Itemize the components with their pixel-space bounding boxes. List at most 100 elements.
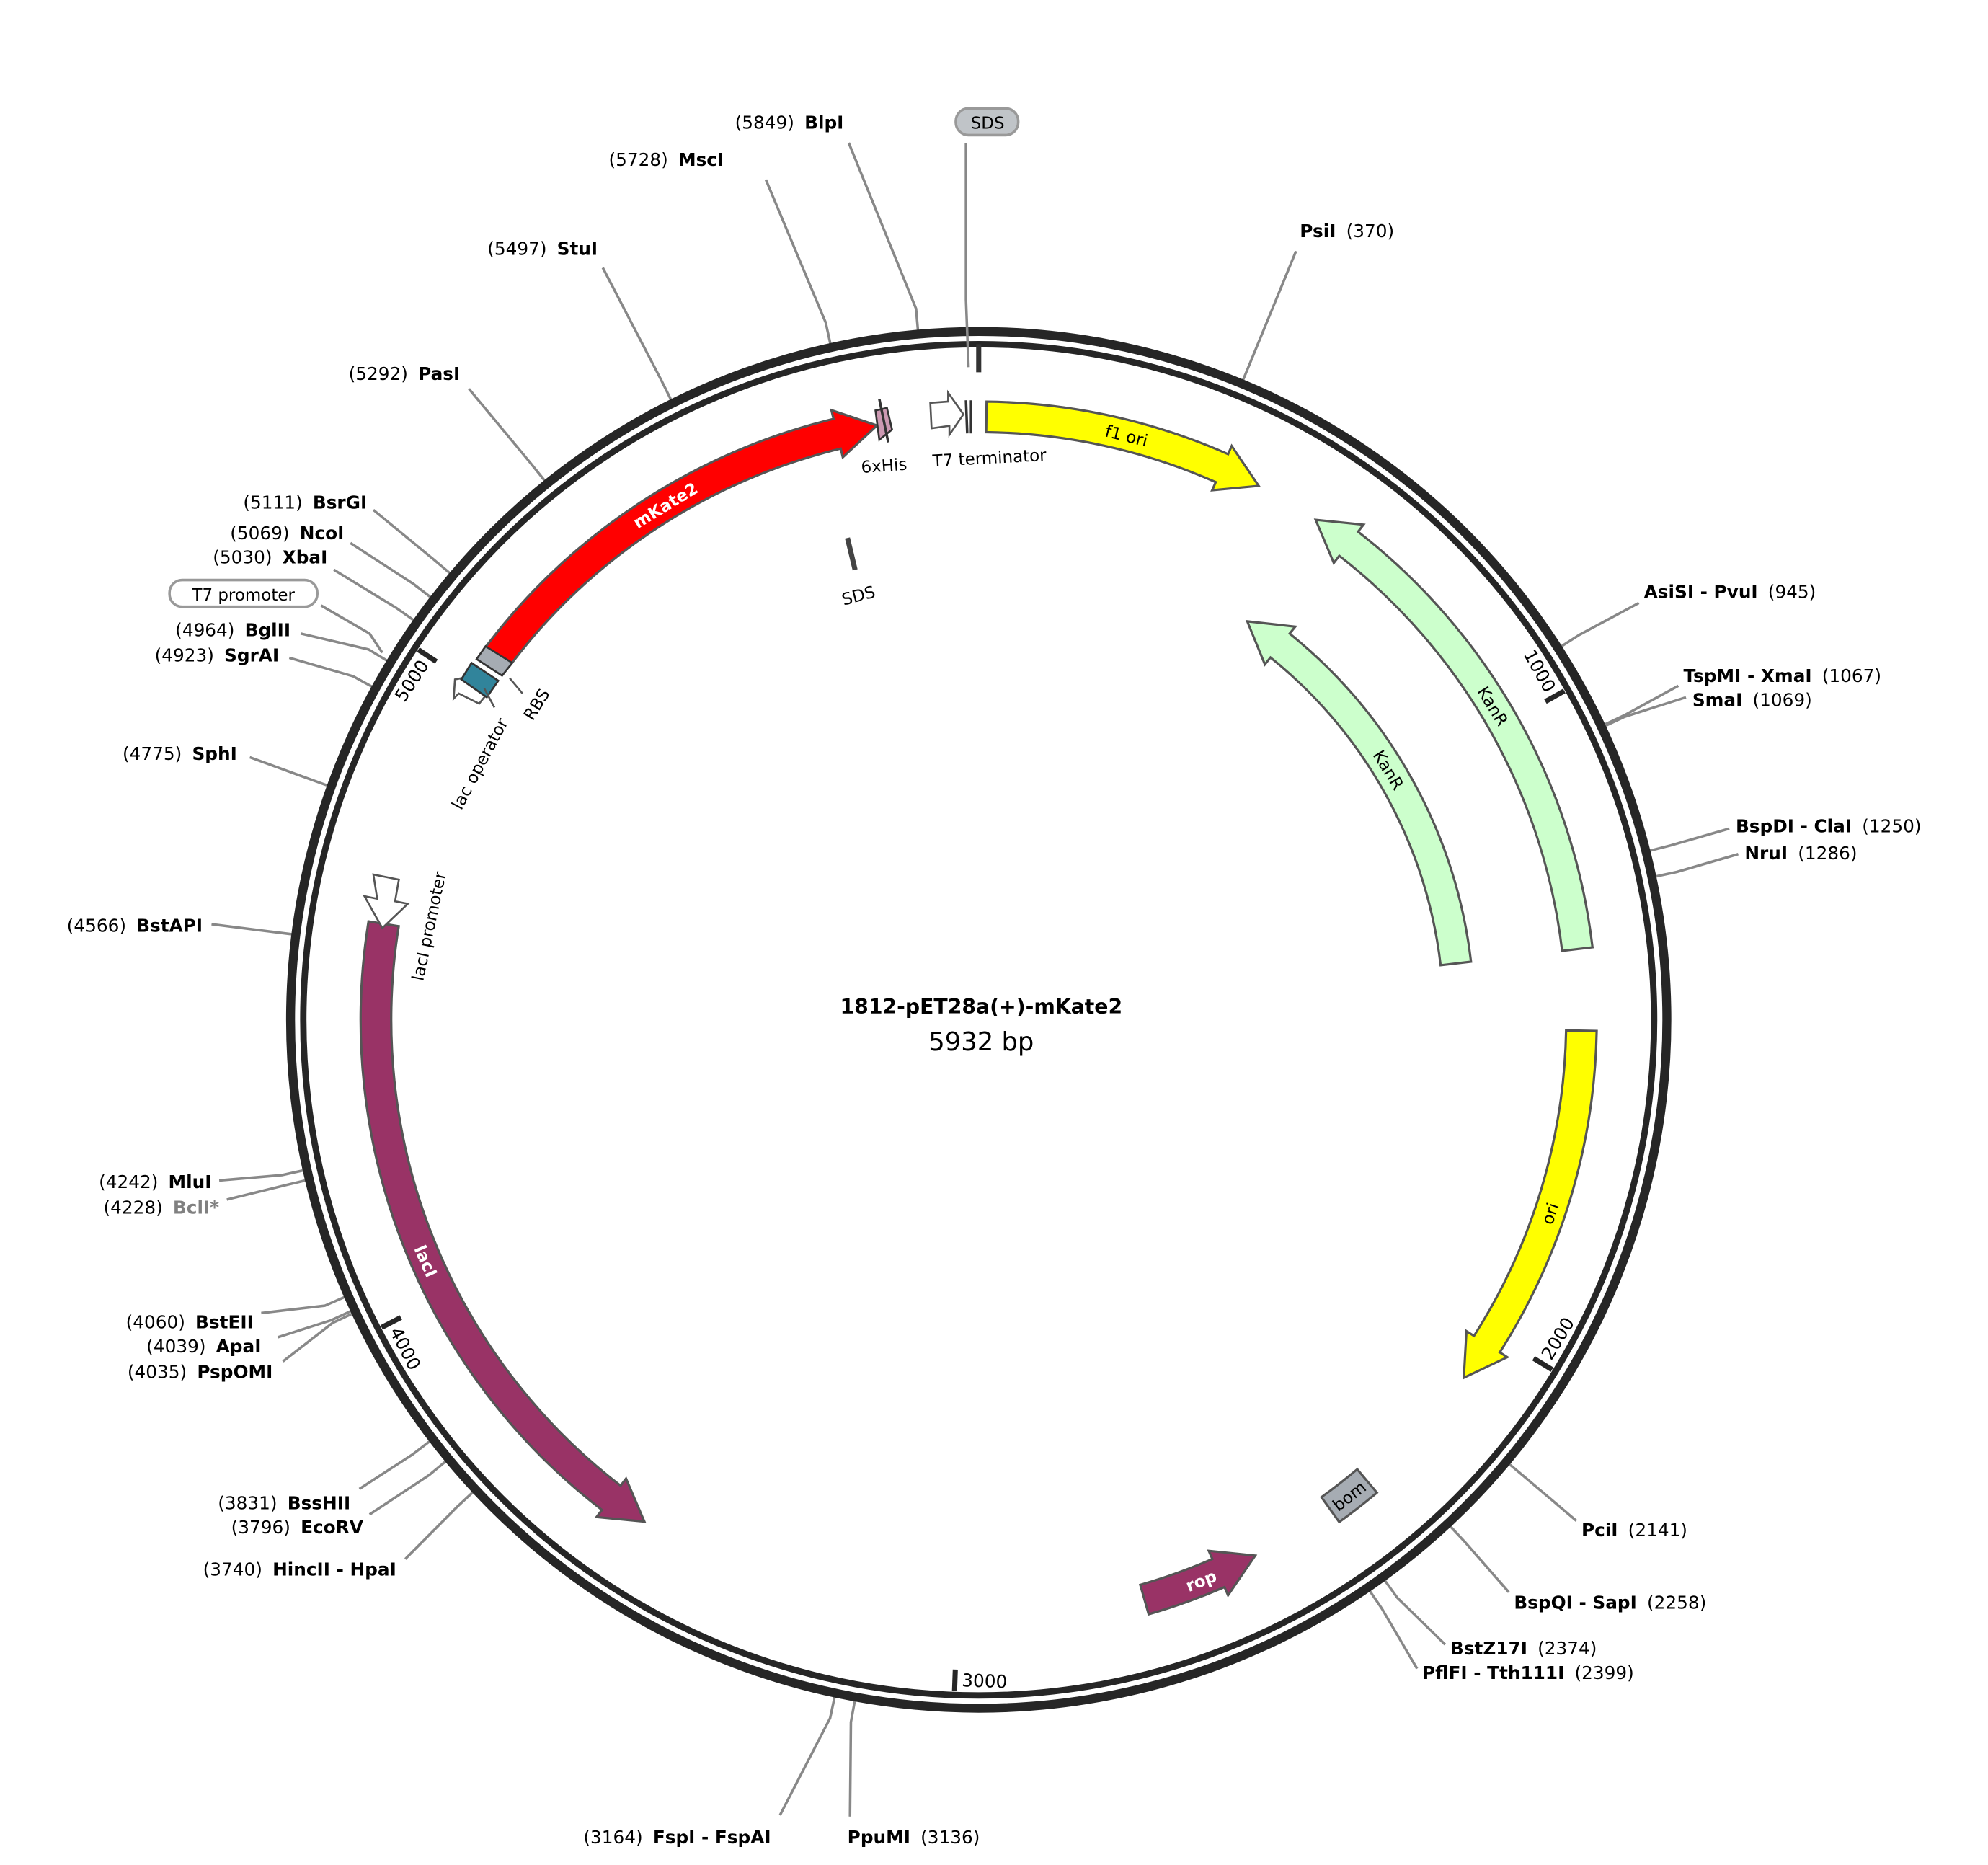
plasmid-title: 1812-pET28a(+)-mKate2 — [840, 995, 1123, 1019]
6xhis-leader — [878, 399, 889, 443]
enzyme-name: PflFI - Tth111I — [1422, 1662, 1564, 1683]
enzyme-labels: (5849) BlpI (5728) MscI (5497) StuI (5292) PasI… — [67, 112, 1922, 1848]
enzyme-label-tspmi-xmai[interactable]: TspMI - XmaI (1067) — [1683, 665, 1881, 686]
enzyme-name: BstZ17I — [1450, 1638, 1527, 1659]
lac-operator-feature[interactable] — [460, 661, 500, 699]
enzyme-name: PsiI — [1300, 221, 1336, 242]
enzyme-name: ApaI — [216, 1336, 262, 1357]
enzyme-label-pcii[interactable]: PciI (2141) — [1581, 1520, 1687, 1541]
feature-kanr[interactable] — [1245, 619, 1473, 967]
feature-f1-ori[interactable] — [985, 400, 1261, 492]
enzyme-position: (1250) — [1862, 816, 1921, 837]
sds-primer-inner-mark — [845, 537, 858, 571]
feature-rop[interactable] — [1138, 1549, 1258, 1616]
enzyme-leader-line — [333, 568, 414, 621]
enzyme-label-bspdi-clai[interactable]: BspDI - ClaI (1250) — [1736, 816, 1922, 837]
enzyme-position: (5728) — [609, 149, 668, 170]
laci-promoter-feature[interactable] — [363, 873, 410, 930]
enzyme-position: (4060) — [126, 1312, 185, 1333]
enzyme-leader-line — [261, 1295, 345, 1315]
enzyme-leader-line — [368, 1460, 447, 1516]
enzyme-name: PspOMI — [197, 1362, 272, 1383]
feature-kanr[interactable] — [1313, 518, 1594, 952]
enzyme-name: BglII — [245, 619, 290, 640]
enzyme-label-sphi[interactable]: (4775) SphI — [123, 743, 237, 764]
enzyme-name: BsrGI — [313, 492, 367, 513]
enzyme-leader-line — [249, 756, 329, 787]
enzyme-name: BclI* — [173, 1197, 219, 1218]
enzyme-name: SphI — [192, 743, 236, 764]
enzyme-leader-line — [1604, 684, 1679, 726]
enzyme-label-bglii[interactable]: (4964) BglII — [175, 619, 290, 640]
enzyme-position: (1069) — [1753, 690, 1812, 711]
enzyme-label-nrui[interactable]: NruI (1286) — [1744, 843, 1857, 864]
enzyme-label-bsteii[interactable]: (4060) BstEII — [126, 1312, 254, 1333]
feature-ori[interactable] — [1463, 1029, 1598, 1380]
enzyme-label-mlui[interactable]: (4242) MluI — [99, 1171, 211, 1192]
enzyme-name: BstEII — [195, 1312, 254, 1333]
enzyme-label-bspqi-sapi[interactable]: BspQI - SapI (2258) — [1514, 1592, 1706, 1613]
enzyme-position: (3831) — [218, 1493, 277, 1514]
enzyme-position: (1067) — [1822, 665, 1881, 686]
enzyme-label-apai[interactable]: (4039) ApaI — [146, 1336, 261, 1357]
small-features: lacI promoter lac operator RBS 6xHis T7 … — [168, 389, 1047, 983]
enzyme-position: (5111) — [243, 492, 302, 513]
enzyme-label-psii[interactable]: PsiI (370) — [1300, 221, 1394, 242]
primers: SDS SDS — [840, 107, 1020, 610]
enzyme-leader-line — [778, 1696, 836, 1816]
enzyme-name: BspDI - ClaI — [1736, 816, 1852, 837]
enzyme-name: StuI — [557, 239, 598, 260]
feature-laci[interactable] — [359, 920, 647, 1523]
enzyme-name: BstAPI — [136, 916, 203, 936]
enzyme-position: (1286) — [1798, 843, 1857, 864]
enzyme-leader-line — [601, 267, 673, 401]
enzyme-label-blpi[interactable]: (5849) BlpI — [735, 112, 844, 133]
enzyme-label-ppumi[interactable]: PpuMI (3136) — [848, 1827, 980, 1848]
t7-terminator-feature[interactable] — [929, 389, 965, 438]
enzyme-label-pasi[interactable]: (5292) PasI — [349, 363, 461, 384]
sds-primer-top-label[interactable]: SDS — [971, 115, 1005, 133]
enzyme-leader-line — [1241, 250, 1297, 381]
enzyme-label-pspomi[interactable]: (4035) PspOMI — [128, 1362, 272, 1383]
enzyme-label-bsshii[interactable]: (3831) BssHII — [218, 1493, 350, 1514]
enzyme-label-pflfi-tth111i[interactable]: PflFI - Tth111I (2399) — [1422, 1662, 1634, 1683]
enzyme-leader-line — [358, 1440, 431, 1490]
enzyme-label-sgrai[interactable]: (4923) SgrAI — [155, 645, 280, 666]
enzyme-leader-line — [277, 1310, 352, 1339]
enzyme-name: PpuMI — [848, 1827, 910, 1848]
enzyme-name: BlpI — [804, 112, 843, 133]
enzyme-label-ncoi[interactable]: (5069) NcoI — [230, 523, 344, 544]
lac-operator-label: lac operator — [448, 715, 512, 813]
enzyme-label-bstz17i[interactable]: BstZ17I (2374) — [1450, 1638, 1597, 1659]
enzyme-position: (4242) — [99, 1171, 158, 1192]
backbone-outer-ring — [285, 327, 1672, 1713]
tick-mark — [951, 1669, 958, 1692]
enzyme-leader-line — [764, 179, 832, 345]
enzyme-label-ecorv[interactable]: (3796) EcoRV — [231, 1517, 364, 1538]
enzyme-label-hincii-hpai[interactable]: (3740) HincII - HpaI — [203, 1559, 396, 1580]
enzyme-leader-line — [1655, 853, 1739, 878]
feature-bom[interactable] — [1319, 1467, 1379, 1524]
rbs-feature[interactable] — [475, 644, 514, 677]
enzyme-label-msci[interactable]: (5728) MscI — [609, 149, 724, 170]
enzyme-leader-line — [300, 632, 389, 662]
enzyme-label-fspi-fspai[interactable]: (3164) FspI - FspAI — [583, 1827, 771, 1848]
enzyme-label-bsrgi[interactable]: (5111) BsrGI — [243, 492, 367, 513]
sds-primer-inner-label[interactable]: SDS — [840, 582, 877, 609]
enzyme-leader-line — [1449, 1525, 1510, 1593]
enzyme-name: EcoRV — [301, 1517, 364, 1538]
enzyme-label-xbai[interactable]: (5030) XbaI — [213, 547, 327, 568]
enzyme-label-asisi-pvui[interactable]: AsiSI - PvuI (945) — [1644, 581, 1816, 602]
feature-mkate2[interactable] — [483, 408, 879, 668]
enzyme-leader-line — [1383, 1580, 1447, 1646]
t7-promoter-label-box — [168, 578, 319, 608]
enzyme-name: SmaI — [1692, 690, 1743, 711]
enzyme-label-bstapi[interactable]: (4566) BstAPI — [67, 916, 203, 936]
enzyme-position: (5849) — [735, 112, 794, 133]
enzyme-name: XbaI — [283, 547, 328, 568]
enzyme-label-bcli[interactable]: (4228) BclI* — [103, 1197, 219, 1218]
enzyme-label-stui[interactable]: (5497) StuI — [487, 239, 598, 260]
enzyme-leader-line — [218, 1169, 304, 1182]
enzyme-label-smai[interactable]: SmaI (1069) — [1692, 690, 1812, 711]
